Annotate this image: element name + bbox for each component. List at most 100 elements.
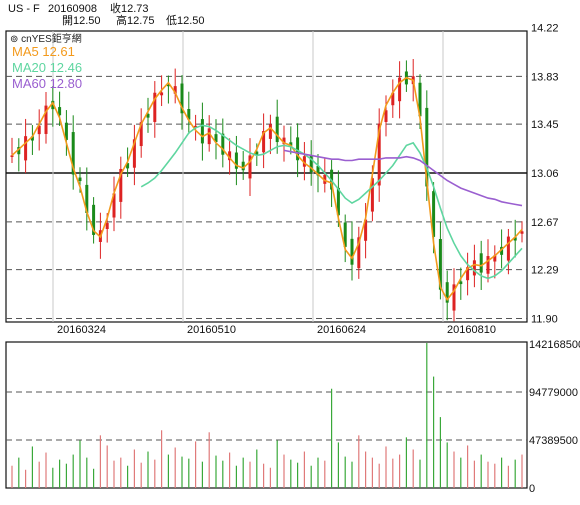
open-label: 開12.50 — [62, 14, 101, 27]
candle-body — [391, 92, 395, 106]
candle-body — [520, 231, 524, 234]
candle-body — [180, 83, 184, 114]
ma20-line — [140, 124, 523, 280]
volume-tick-label: 0 — [529, 483, 535, 495]
candle-body — [425, 107, 429, 187]
close-label: 收12.73 — [110, 1, 149, 15]
candle-body — [316, 166, 320, 176]
volume-tick-label: 94779000 — [529, 387, 578, 399]
price-tick-label: 14.22 — [531, 23, 559, 35]
candle-body — [119, 168, 123, 202]
volume-panel — [5, 341, 528, 489]
candle-body — [268, 124, 272, 139]
copyright-icon: ⊚ — [10, 34, 21, 45]
date-tick-label: 20160324 — [57, 324, 106, 336]
candle-body — [85, 184, 89, 214]
candle-body — [255, 151, 259, 156]
candle-body — [282, 137, 286, 145]
candle-body — [377, 123, 381, 186]
price-panel — [5, 30, 528, 323]
price-tick-label: 12.29 — [531, 265, 559, 277]
price-tick-label: 13.06 — [531, 168, 559, 180]
candle-body — [438, 238, 442, 290]
candle-body — [37, 125, 41, 135]
volume-axis-ticks: 142168500 94779000 47389500 0 — [529, 339, 580, 495]
date-tick-label: 20160810 — [447, 324, 496, 336]
candle-body — [302, 156, 306, 167]
date-label: 20160908 — [48, 3, 97, 15]
candle-body — [248, 155, 252, 179]
price-tick-label: 12.67 — [531, 217, 559, 229]
candle-body — [343, 222, 347, 247]
volume-bars-group — [11, 343, 523, 488]
candle-body — [146, 113, 150, 118]
candle-body — [64, 122, 68, 140]
candle-body — [370, 178, 374, 212]
candle-body — [493, 255, 497, 262]
candle-body — [132, 139, 136, 168]
candle-body — [289, 142, 293, 146]
candle-body — [153, 92, 157, 122]
candle-body — [126, 163, 130, 169]
candle-body — [30, 136, 34, 141]
candle-body — [364, 219, 368, 241]
ma60-line — [283, 149, 523, 207]
volume-tick-label: 142168500 — [529, 339, 580, 351]
candle-body — [418, 82, 422, 117]
candle-body — [452, 284, 456, 311]
price-axis-ticks: 14.22 13.83 13.45 13.06 12.67 12.29 11.90 — [531, 23, 559, 326]
candle-body — [445, 282, 449, 303]
candle-body — [17, 147, 21, 155]
candle-body — [58, 107, 62, 116]
candle-body — [241, 161, 245, 171]
candle-body — [51, 100, 55, 110]
candle-body — [166, 84, 170, 87]
candle-body — [234, 152, 238, 169]
candle-body — [384, 110, 388, 122]
date-tick-label: 20160510 — [187, 324, 236, 336]
candle-body — [214, 134, 218, 143]
candle-body — [194, 125, 198, 128]
candle-body — [479, 253, 483, 273]
ma60-legend: MA60 12.80 — [12, 76, 82, 91]
date-axis-ticks: 20160324 20160510 20160624 20160810 — [57, 324, 496, 336]
price-tick-label: 13.45 — [531, 119, 559, 131]
brand-logo: ⊚ cnYES鉅亨網 — [10, 32, 82, 45]
candle-body — [398, 77, 402, 102]
symbol-label: US - F — [8, 3, 40, 15]
candle-body — [221, 133, 225, 155]
candle-body — [500, 246, 504, 255]
candle-body — [432, 191, 436, 237]
ma20-legend: MA20 12.46 — [12, 60, 82, 75]
candle-body — [357, 237, 361, 269]
candle-body — [275, 116, 279, 143]
high-label: 高12.75 — [116, 13, 155, 27]
candle-body — [92, 204, 96, 235]
candle-body — [262, 131, 266, 153]
candle-body — [200, 119, 204, 144]
price-tick-label: 11.90 — [531, 314, 558, 326]
candle-body — [309, 155, 313, 173]
candle-body — [10, 155, 14, 157]
candle-body — [160, 92, 164, 96]
brand-label: cnYES鉅亨網 — [21, 32, 82, 45]
ma5-legend: MA5 12.61 — [12, 44, 75, 59]
candle-body — [506, 236, 510, 261]
volume-tick-label: 47389500 — [529, 435, 578, 447]
candle-body — [173, 86, 177, 94]
candle-body — [187, 109, 191, 120]
candle-body — [24, 136, 28, 161]
candle-body — [112, 193, 116, 218]
ma-lines-group — [11, 76, 523, 302]
candle-body — [139, 122, 143, 147]
candle-body — [459, 281, 463, 285]
candle-body — [323, 174, 327, 184]
candle-body — [350, 238, 354, 265]
low-label: 低12.50 — [166, 14, 205, 27]
date-tick-label: 20160624 — [317, 324, 366, 336]
candle-body — [296, 137, 300, 161]
ma5-line — [11, 76, 523, 302]
candle-body — [228, 151, 232, 161]
